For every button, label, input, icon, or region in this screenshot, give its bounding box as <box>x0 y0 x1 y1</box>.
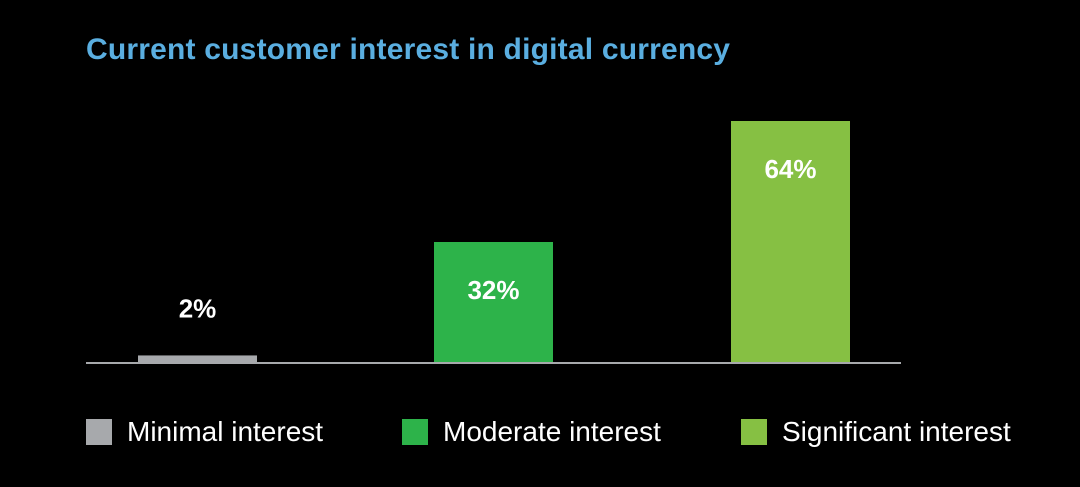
legend-label-significant: Significant interest <box>782 416 1011 447</box>
value-label-minimal: 2% <box>179 293 217 323</box>
legend-swatch-minimal <box>86 419 112 445</box>
bars-layer <box>138 121 850 363</box>
value-labels-layer: 2% 32% 64% <box>179 154 817 323</box>
legend-swatch-significant <box>741 419 767 445</box>
bar-chart: 2% 32% 64% <box>86 121 901 364</box>
bar-minimal <box>138 355 257 363</box>
chart-title: Current customer interest in digital cur… <box>86 33 731 66</box>
legend-swatch-moderate <box>402 419 428 445</box>
bar-significant <box>731 121 850 363</box>
legend-item-minimal: Minimal interest <box>86 412 323 452</box>
value-label-significant: 64% <box>764 154 816 184</box>
legend-item-significant: Significant interest <box>741 412 1011 452</box>
legend-label-moderate: Moderate interest <box>443 416 661 447</box>
bar-moderate <box>434 242 553 363</box>
value-label-moderate: 32% <box>467 275 519 305</box>
legend-label-minimal: Minimal interest <box>127 416 324 447</box>
legend-item-moderate: Moderate interest <box>402 412 661 452</box>
